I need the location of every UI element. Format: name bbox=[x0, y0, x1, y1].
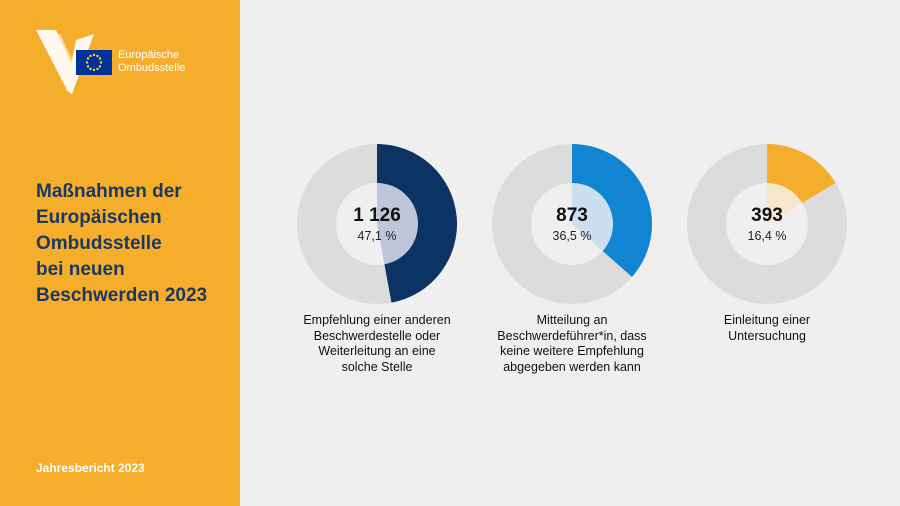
donut-caption-1: Empfehlung einer anderen Beschwerdestell… bbox=[282, 313, 472, 375]
org-name-line: Europäische bbox=[118, 49, 180, 61]
donut-percent: 16,4 % bbox=[747, 229, 787, 243]
donut-chart-3: 393 16,4 % bbox=[686, 143, 848, 305]
caption-line: Mitteilung an bbox=[536, 313, 608, 327]
caption-line: Untersuchung bbox=[728, 328, 806, 343]
page-title: Maßnahmen der Europäischen Ombudsstelle … bbox=[36, 179, 236, 309]
caption-line: Beschwerdeführer*in, dass bbox=[497, 328, 647, 343]
donut-caption-2: Mitteilung an Beschwerdeführer*in, dass … bbox=[477, 313, 667, 375]
donut-inner-segment bbox=[572, 183, 613, 252]
donut-value: 1 126 bbox=[353, 205, 401, 226]
donut-chart-1: 1 126 47,1 % bbox=[296, 143, 458, 305]
org-name-line: Ombudsstelle bbox=[118, 62, 186, 74]
donut-caption-3: Einleitung einer Untersuchung bbox=[672, 313, 862, 344]
donut-chart-2: 873 36,5 % bbox=[491, 143, 653, 305]
caption-line: Einleitung einer bbox=[723, 313, 811, 327]
caption-line: solche Stelle bbox=[341, 359, 413, 374]
report-footer: Jahresbericht 2023 bbox=[36, 461, 145, 475]
caption-line: abgegeben werden kann bbox=[503, 359, 641, 374]
donut-segment bbox=[767, 144, 836, 203]
donut-percent: 36,5 % bbox=[552, 229, 592, 243]
donut-value: 873 bbox=[556, 205, 588, 226]
donut-value: 393 bbox=[751, 205, 783, 226]
donut-inner-segment bbox=[767, 183, 803, 224]
donut-svg-3 bbox=[687, 144, 847, 304]
sidebar-panel: Europäische Ombudsstelle Maßnahmen der E… bbox=[0, 0, 240, 506]
org-name: Europäische Ombudsstelle bbox=[118, 49, 185, 75]
donut-svg-2 bbox=[492, 144, 652, 304]
donut-percent: 47,1 % bbox=[357, 229, 397, 243]
title-line: Ombudsstelle bbox=[36, 233, 162, 254]
donut-segment bbox=[377, 144, 457, 303]
title-line: Maßnahmen der bbox=[36, 181, 182, 202]
title-line: Europäischen bbox=[36, 207, 162, 228]
donut-inner-segment bbox=[377, 183, 418, 265]
caption-line: Weiterleitung an eine bbox=[318, 344, 436, 358]
donut-svg-1 bbox=[297, 144, 457, 304]
title-line: bei neuen bbox=[36, 259, 125, 280]
caption-line: keine weitere Empfehlung bbox=[500, 344, 644, 358]
caption-line: Beschwerdestelle oder bbox=[313, 328, 441, 343]
donut-segment bbox=[572, 144, 652, 277]
caption-line: Empfehlung einer anderen bbox=[303, 313, 451, 327]
title-line: Beschwerden 2023 bbox=[36, 285, 208, 306]
eu-flag-icon bbox=[76, 50, 112, 75]
